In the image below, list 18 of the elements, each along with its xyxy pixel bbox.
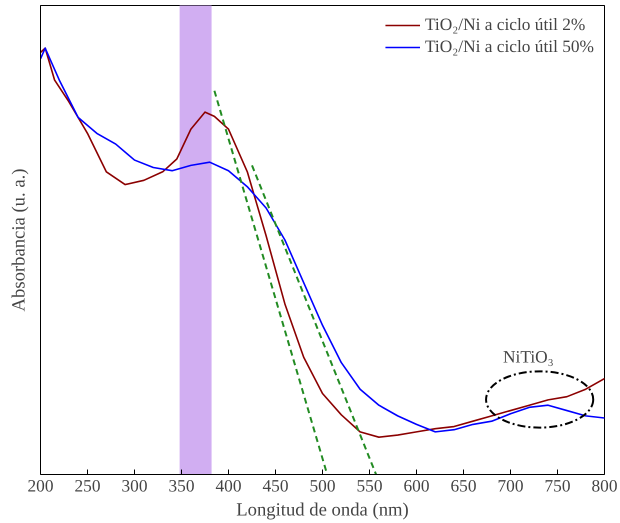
x-tick-label: 500 (310, 476, 336, 496)
x-tick-label: 600 (404, 476, 430, 496)
annotation: NiTiO₃ (503, 348, 554, 367)
x-tick-label: 200 (28, 476, 54, 496)
x-tick-label: 400 (216, 476, 242, 496)
x-axis-title: Longitud de onda (nm) (236, 500, 409, 520)
legend-label: TiO₂/Ni a ciclo útil 2% (424, 15, 586, 35)
x-tick-label: 700 (498, 476, 524, 496)
legend-label: TiO₂/Ni a ciclo útil 50% (424, 37, 594, 57)
x-tick-label: 750 (544, 476, 571, 496)
x-tick-label: 250 (74, 476, 101, 496)
y-axis-title: Absorbancia (u. a.) (8, 168, 30, 312)
x-tick-label: 650 (450, 476, 477, 496)
x-tick-label: 300 (122, 476, 148, 496)
x-tick-label: 450 (262, 476, 289, 496)
x-tick-label: 550 (356, 476, 383, 496)
x-tick-label: 350 (168, 476, 195, 496)
x-tick-label: 800 (592, 476, 618, 496)
